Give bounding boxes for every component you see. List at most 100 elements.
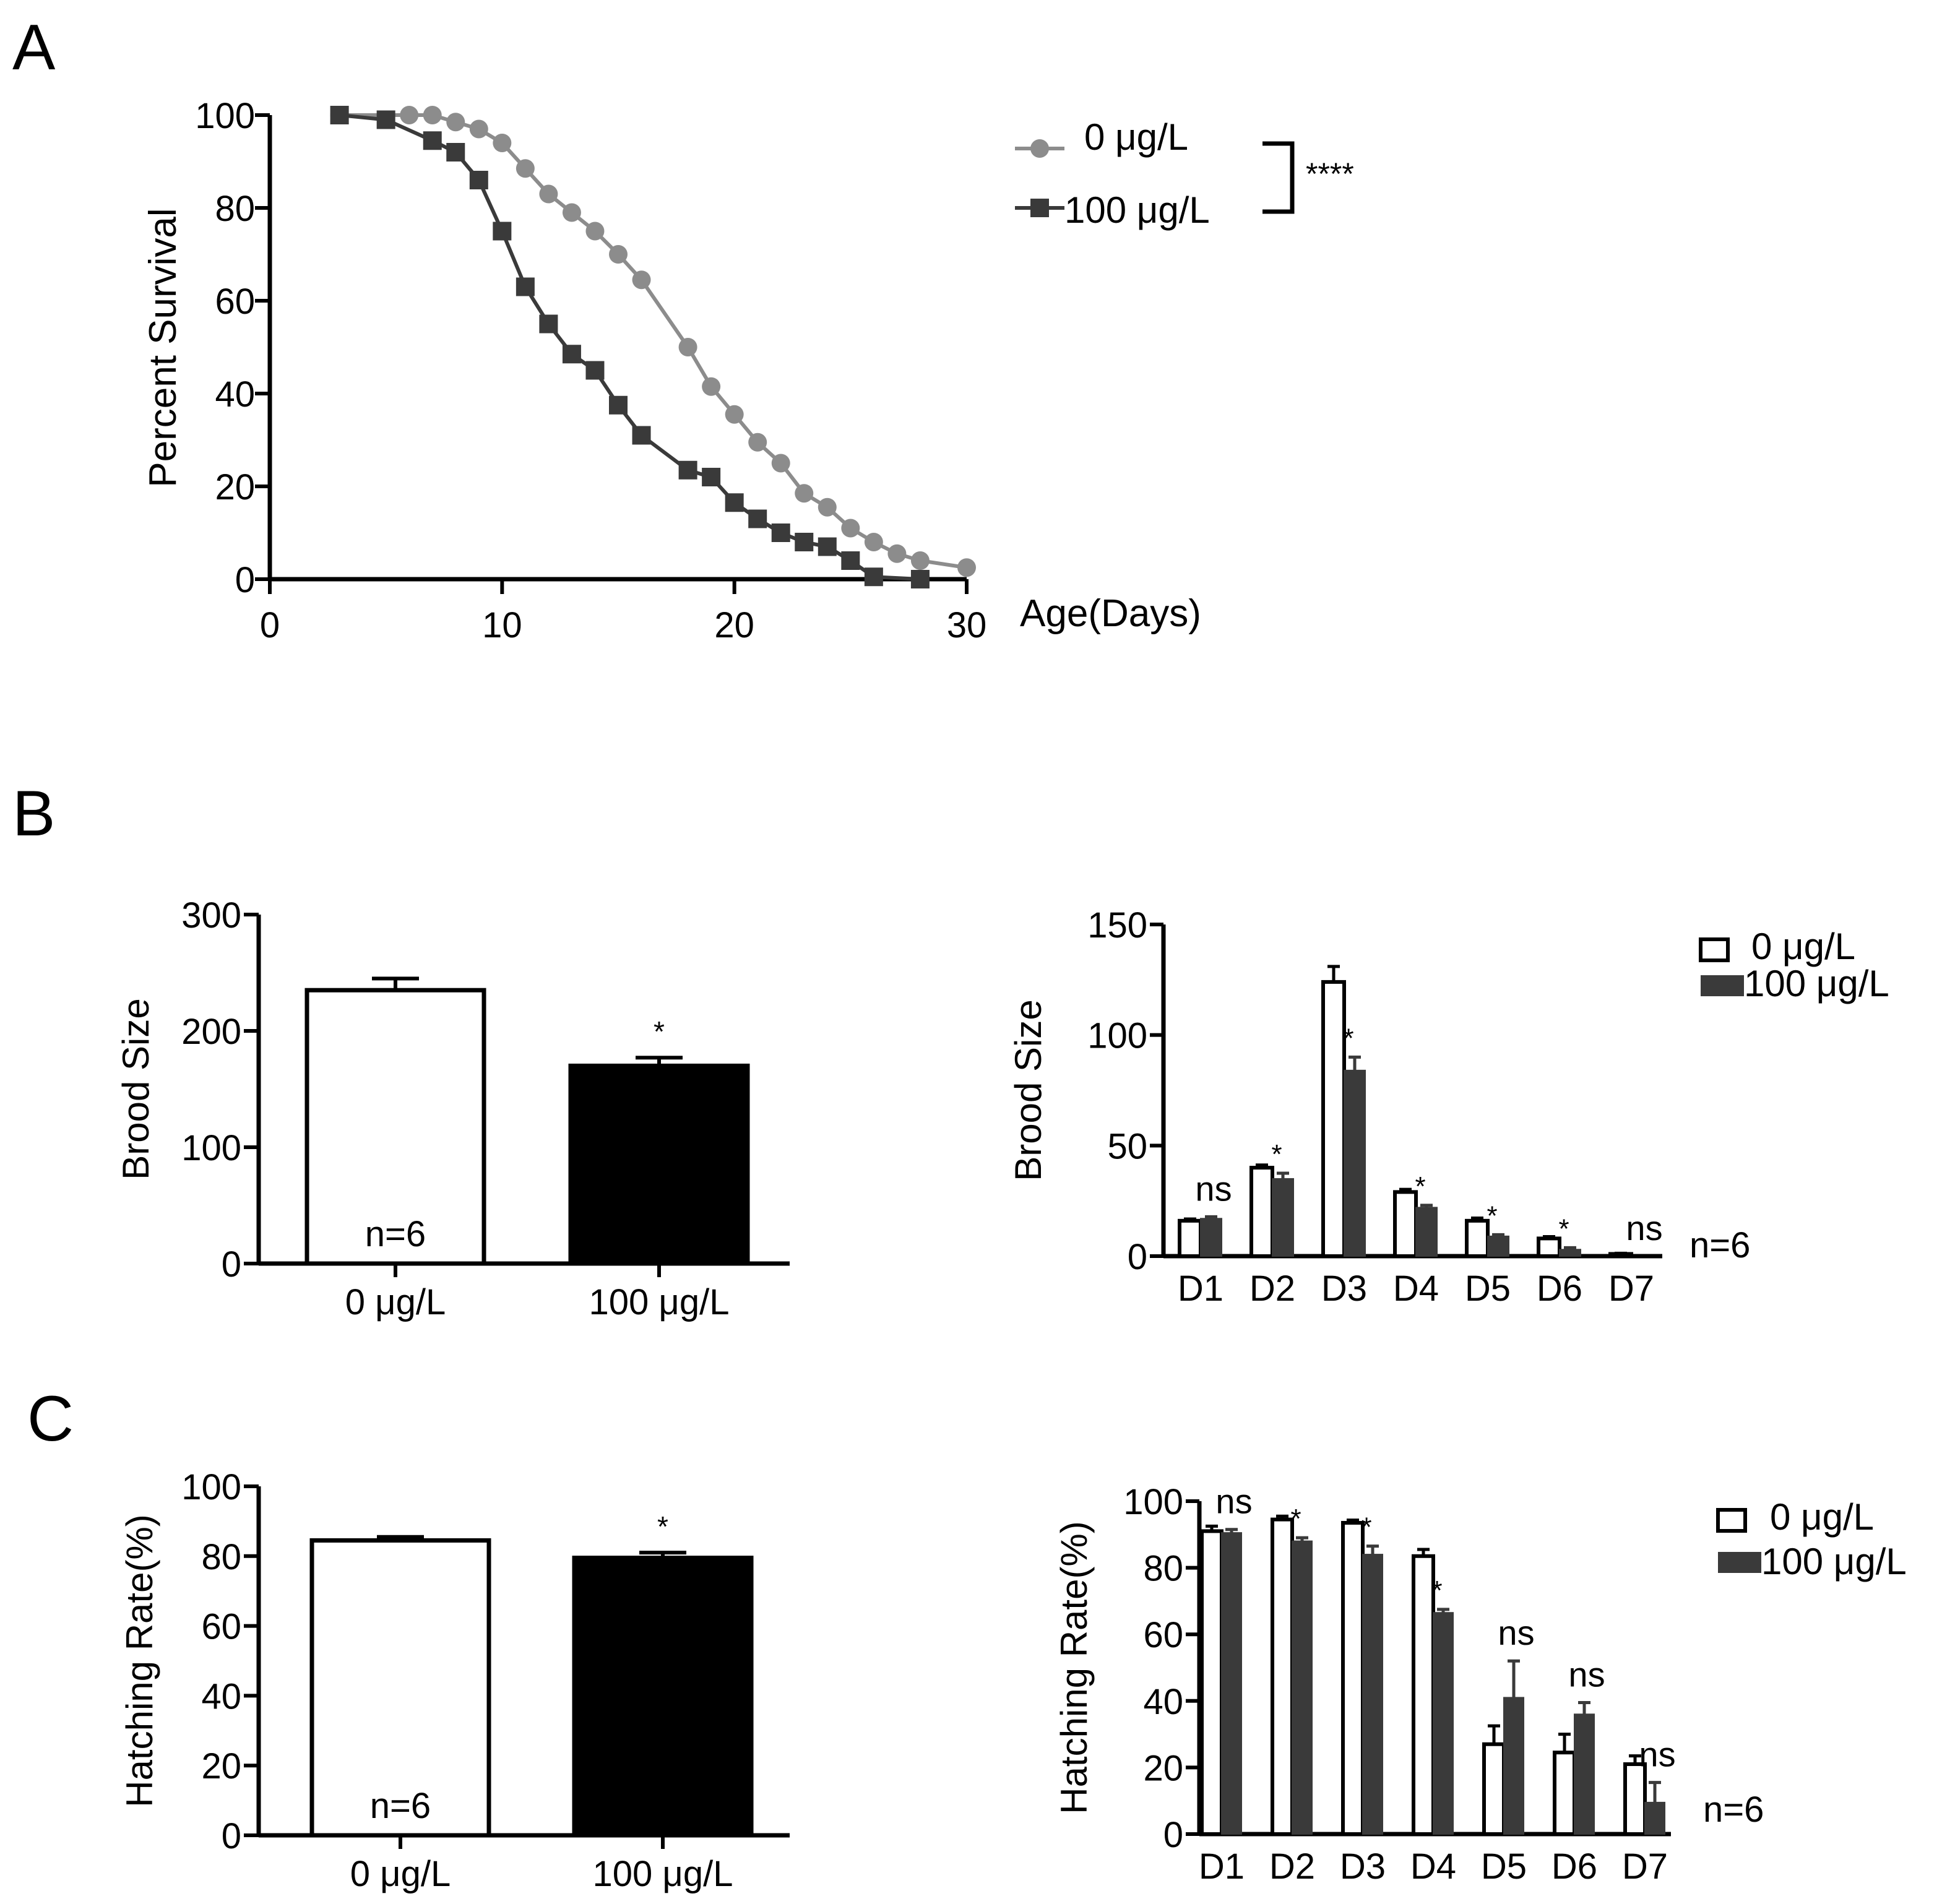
hatching-rate-daily-chart: 0 μg/L 100 μg/L 0 20 40 60 80 100 Hatching Rat… (1053, 1482, 1907, 1887)
significance-marker: ns (1568, 1655, 1605, 1694)
y-tick-label: 80 (215, 189, 255, 229)
significance-marker: * (1415, 1171, 1425, 1202)
data-point-control (887, 544, 907, 563)
legend-marker-control (1030, 139, 1049, 158)
bar-control (1623, 1762, 1647, 1837)
n-label: n=6 (365, 1214, 426, 1254)
data-point-control (562, 203, 581, 222)
data-point-treated (841, 551, 860, 570)
bar-control (1271, 1517, 1294, 1837)
panel-label-b: B (12, 778, 55, 850)
y-tick-label: 80 (1143, 1549, 1183, 1589)
data-point-control (446, 113, 465, 132)
y-tick-label: 0 (1128, 1237, 1147, 1277)
y-tick-label: 20 (215, 467, 255, 507)
y-tick-label: 100 (1087, 1016, 1147, 1056)
data-point-control (516, 159, 535, 178)
legend-label-control: 0 μg/L (1751, 926, 1855, 967)
bar-control (1537, 1236, 1561, 1258)
y-tick-label: 200 (181, 1012, 241, 1052)
y-tick-label: 20 (1143, 1748, 1183, 1788)
y-tick-label: 60 (201, 1607, 241, 1647)
data-point-control (841, 519, 860, 538)
data-point-control (818, 498, 837, 517)
legend-label-control: 0 μg/L (1770, 1496, 1874, 1538)
brood-size-daily-chart: 0 μg/L 100 μg/L 0 50 100 150 Brood Size ns D1 *… (1008, 905, 1889, 1309)
x-tick-label: D5 (1465, 1269, 1511, 1309)
n-label: n=6 (632, 1786, 693, 1826)
legend-swatch-control (1699, 937, 1730, 962)
bar-control (1178, 1218, 1202, 1258)
x-axis-label: Age(Days) (1020, 592, 1201, 635)
significance-marker: * (1431, 1575, 1442, 1606)
data-point-control (864, 533, 883, 551)
data-point-treated (376, 110, 395, 129)
data-point-treated (678, 460, 697, 480)
bar-treated (1415, 1207, 1438, 1257)
data-point-control (702, 377, 721, 396)
data-point-control (539, 184, 558, 204)
y-axis-label: Percent Survival (142, 208, 184, 487)
x-tick-label: D3 (1321, 1269, 1367, 1309)
significance-marker: * (654, 1015, 665, 1048)
data-point-treated (446, 143, 465, 162)
data-point-control (423, 106, 442, 124)
data-point-treated (725, 493, 744, 512)
bar-treated (1362, 1554, 1383, 1835)
data-point-treated (493, 222, 512, 241)
y-axis-label: Hatching Rate(%) (1053, 1521, 1095, 1814)
y-tick-label: 60 (1143, 1615, 1183, 1655)
bar-control (1482, 1742, 1506, 1836)
y-axis-label: Brood Size (1008, 999, 1049, 1181)
x-tick-label: D1 (1199, 1846, 1245, 1887)
data-point-treated (423, 131, 442, 150)
data-point-treated (632, 426, 651, 445)
x-tick-label: D2 (1249, 1269, 1295, 1309)
significance-marker: ns (1195, 1169, 1232, 1208)
bar-control (304, 988, 486, 1266)
bar-control (1249, 1166, 1274, 1258)
x-tick-label: D4 (1393, 1269, 1439, 1309)
legend-label-treated: 100 μg/L (1761, 1541, 1907, 1582)
n-label: n=6 (370, 1786, 431, 1826)
brood-size-total-chart: 0 100 200 300 Brood Size n=6 0 μg/L n=6 100 μg/L… (115, 895, 790, 1322)
n-label: n=6 (629, 1214, 689, 1254)
data-point-treated (516, 277, 535, 296)
bar-control (1465, 1218, 1490, 1258)
bar-control (1393, 1190, 1418, 1258)
y-tick-label: 100 (181, 1467, 241, 1507)
data-point-treated (469, 171, 488, 189)
significance-marker: * (1558, 1213, 1569, 1244)
bar-treated (1272, 1178, 1294, 1257)
data-point-control (678, 338, 697, 356)
bar-control (1200, 1529, 1223, 1836)
x-tick-label: 0 μg/L (345, 1282, 446, 1322)
data-point-treated (864, 567, 883, 587)
y-tick-label: 150 (1087, 905, 1147, 946)
significance-label: **** (1306, 157, 1354, 191)
significance-marker: * (1361, 1512, 1371, 1543)
y-tick-label: 100 (1123, 1482, 1183, 1522)
y-tick-label: 20 (201, 1746, 241, 1786)
series-line-control (339, 113, 967, 570)
bar-control (1412, 1554, 1435, 1837)
bar-treated (1644, 1801, 1665, 1835)
data-point-control (493, 134, 512, 152)
panel-label-a: A (12, 12, 56, 84)
x-tick-label: D6 (1551, 1846, 1597, 1887)
y-tick-label: 0 (235, 560, 255, 600)
bar-treated (1344, 1069, 1366, 1257)
data-point-control (585, 222, 605, 241)
data-point-treated (562, 345, 581, 364)
y-tick-label: 40 (215, 374, 255, 415)
bar-treated (1221, 1532, 1242, 1835)
significance-marker: * (1290, 1504, 1301, 1534)
x-tick-label: 0 μg/L (350, 1854, 451, 1894)
y-tick-label: 0 (222, 1816, 241, 1856)
y-tick-label: 40 (1143, 1682, 1183, 1722)
y-tick-label: 100 (195, 96, 255, 136)
bar-treated (568, 1063, 750, 1266)
y-tick-label: 60 (215, 282, 255, 322)
x-tick-label: D3 (1340, 1846, 1386, 1887)
